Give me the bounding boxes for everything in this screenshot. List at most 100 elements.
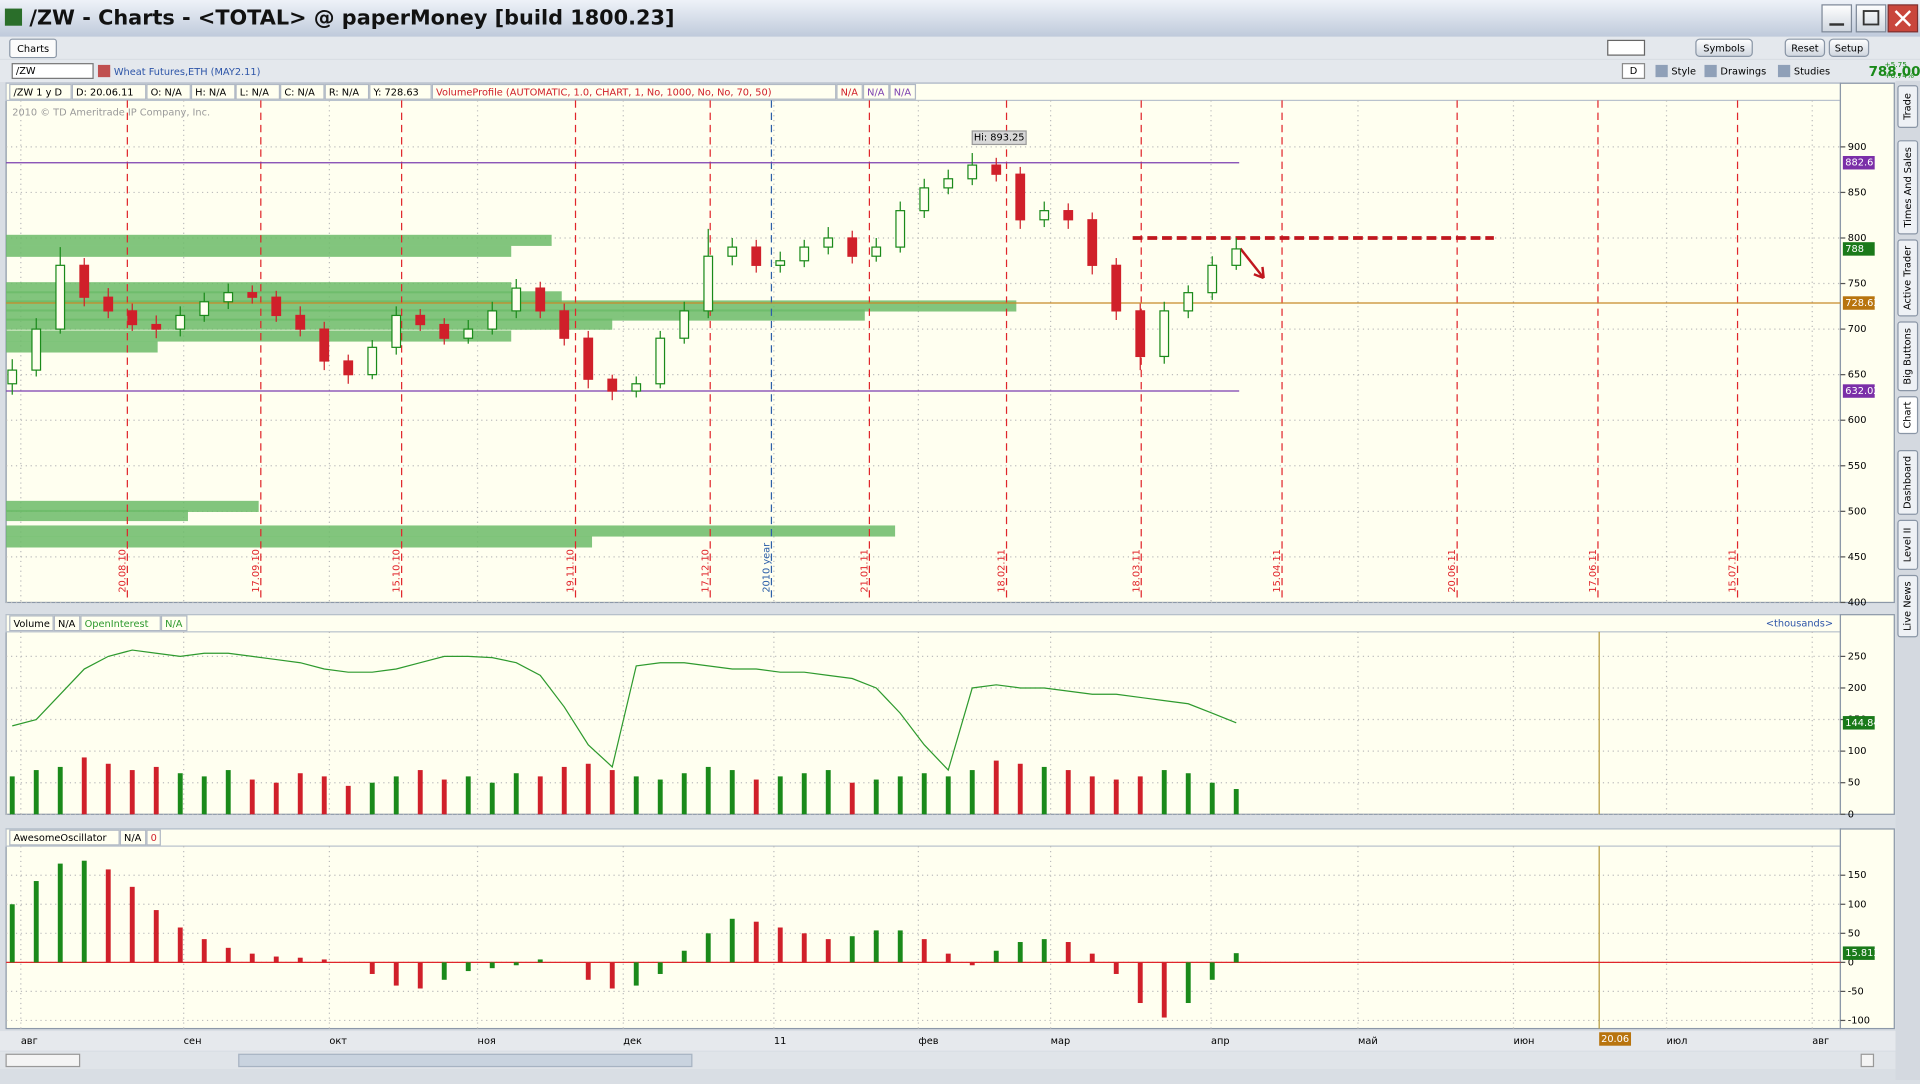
volume-profile-bar bbox=[6, 525, 896, 537]
minimize-button[interactable] bbox=[1821, 4, 1853, 33]
volume-bar bbox=[705, 766, 711, 815]
time-axis-label: фев bbox=[918, 1036, 938, 1047]
volume-bar bbox=[273, 782, 279, 815]
date-marker-label: 17.12.10 bbox=[700, 549, 711, 593]
sidebar-tab-label: Dashboard bbox=[1903, 456, 1914, 509]
sidebar-tab[interactable] bbox=[1897, 321, 1919, 392]
legend-cell bbox=[862, 83, 890, 100]
price-badge-label: 15.813 bbox=[1845, 948, 1879, 959]
toolbar-button-label: Setup bbox=[1835, 43, 1863, 54]
oscillator-bar bbox=[1065, 942, 1071, 963]
oscillator-bar bbox=[465, 962, 471, 972]
legend-cell bbox=[324, 83, 370, 100]
tool-label[interactable]: Drawings bbox=[1720, 67, 1766, 78]
price-badge-label: 728.63 bbox=[1845, 298, 1879, 309]
candle-body bbox=[631, 383, 642, 392]
legend-cell bbox=[146, 829, 161, 846]
legend-cell bbox=[71, 83, 147, 100]
candle-body bbox=[967, 164, 978, 180]
maximize-button[interactable] bbox=[1855, 4, 1887, 33]
oscillator-bar bbox=[9, 904, 15, 963]
y-tick-label: 200 bbox=[1848, 683, 1867, 694]
oscillator-bar bbox=[681, 950, 687, 963]
volume-bar bbox=[969, 770, 975, 815]
volume-bar bbox=[897, 776, 903, 815]
legend-text: H: N/A bbox=[195, 87, 226, 98]
volume-bar bbox=[225, 770, 231, 815]
scroll-right[interactable] bbox=[1860, 1053, 1875, 1068]
sidebar-tab[interactable] bbox=[1897, 140, 1919, 235]
oscillator-bar bbox=[57, 863, 63, 963]
zoom-controls[interactable] bbox=[5, 1053, 81, 1068]
toolbar-button[interactable] bbox=[1828, 38, 1870, 57]
price-badge bbox=[1842, 155, 1875, 170]
candle-body bbox=[1207, 264, 1218, 294]
tool-icon[interactable] bbox=[1704, 64, 1717, 78]
volume-bar bbox=[1017, 763, 1023, 815]
toolbar-button[interactable] bbox=[1784, 38, 1826, 57]
legend-text: R: N/A bbox=[329, 87, 360, 98]
volume-bar bbox=[393, 776, 399, 815]
legend-cell bbox=[431, 83, 837, 100]
y-tick-label: 100 bbox=[1848, 899, 1867, 910]
sidebar-tab[interactable] bbox=[1897, 519, 1919, 570]
candle-body bbox=[1231, 248, 1242, 266]
volume-bar bbox=[441, 779, 447, 815]
oscillator-bar bbox=[537, 959, 543, 963]
sidebar-tab[interactable] bbox=[1897, 574, 1919, 638]
sidebar-tab[interactable] bbox=[1897, 450, 1919, 515]
volume-bar bbox=[153, 766, 159, 815]
time-axis-label: июл bbox=[1667, 1036, 1688, 1047]
candle-body bbox=[991, 164, 1002, 175]
oscillator-bar bbox=[969, 962, 975, 966]
date-marker-label: 15.10.10 bbox=[392, 549, 403, 593]
legend-cell bbox=[280, 83, 325, 100]
oscillator-bar bbox=[1161, 962, 1167, 1018]
date-marker-label: 20.08.10 bbox=[117, 549, 128, 593]
oscillator-bar bbox=[705, 933, 711, 963]
scroll-thumb[interactable] bbox=[238, 1053, 693, 1068]
legend-text: /ZW 1 y D bbox=[13, 87, 62, 98]
period-button[interactable] bbox=[1621, 63, 1646, 79]
sidebar-tab[interactable] bbox=[1897, 396, 1919, 435]
candle-body bbox=[1087, 219, 1098, 266]
candle-body bbox=[103, 296, 114, 312]
volume-bar bbox=[1233, 789, 1239, 815]
tool-icon[interactable] bbox=[1655, 64, 1668, 78]
legend-cell bbox=[235, 83, 281, 100]
layout-selector[interactable] bbox=[1607, 39, 1646, 56]
symbol-input[interactable] bbox=[11, 63, 94, 79]
symbol-icon bbox=[97, 64, 111, 78]
oscillator-bar bbox=[393, 962, 399, 986]
time-axis bbox=[0, 1031, 1896, 1051]
volume-bar bbox=[561, 766, 567, 815]
charts-tab[interactable] bbox=[9, 38, 57, 59]
price-badge bbox=[1842, 946, 1875, 960]
legend-cell bbox=[119, 829, 147, 846]
candle-body bbox=[127, 310, 138, 326]
oscillator-bar bbox=[657, 962, 663, 974]
oscillator-bar bbox=[225, 947, 231, 963]
sidebar-tab-label: Trade bbox=[1903, 93, 1914, 121]
sidebar-tab-label: Level II bbox=[1903, 528, 1914, 563]
toolbar-button[interactable] bbox=[1695, 38, 1753, 57]
tool-label[interactable]: Studies bbox=[1794, 67, 1830, 78]
candle-body bbox=[7, 369, 18, 385]
oscillator-bar bbox=[945, 953, 951, 963]
candle-body bbox=[703, 255, 714, 312]
volume-bar bbox=[777, 776, 783, 815]
oscillator-bar bbox=[777, 927, 783, 963]
sidebar-tab[interactable] bbox=[1897, 85, 1919, 128]
value-axis bbox=[1839, 614, 1895, 815]
hi-label: Hi: 893.25 bbox=[974, 133, 1025, 144]
legend-cell bbox=[889, 83, 917, 100]
oscillator-bar bbox=[585, 962, 591, 980]
tool-icon[interactable] bbox=[1777, 64, 1791, 78]
time-axis-label: июн bbox=[1513, 1036, 1534, 1047]
oscillator-bar bbox=[153, 910, 159, 963]
oscillator-bar bbox=[1185, 962, 1191, 1004]
tool-label[interactable]: Style bbox=[1671, 67, 1696, 78]
sidebar-tab[interactable] bbox=[1897, 239, 1919, 317]
oscillator-bar bbox=[921, 939, 927, 963]
oscillator-bar bbox=[417, 962, 423, 989]
